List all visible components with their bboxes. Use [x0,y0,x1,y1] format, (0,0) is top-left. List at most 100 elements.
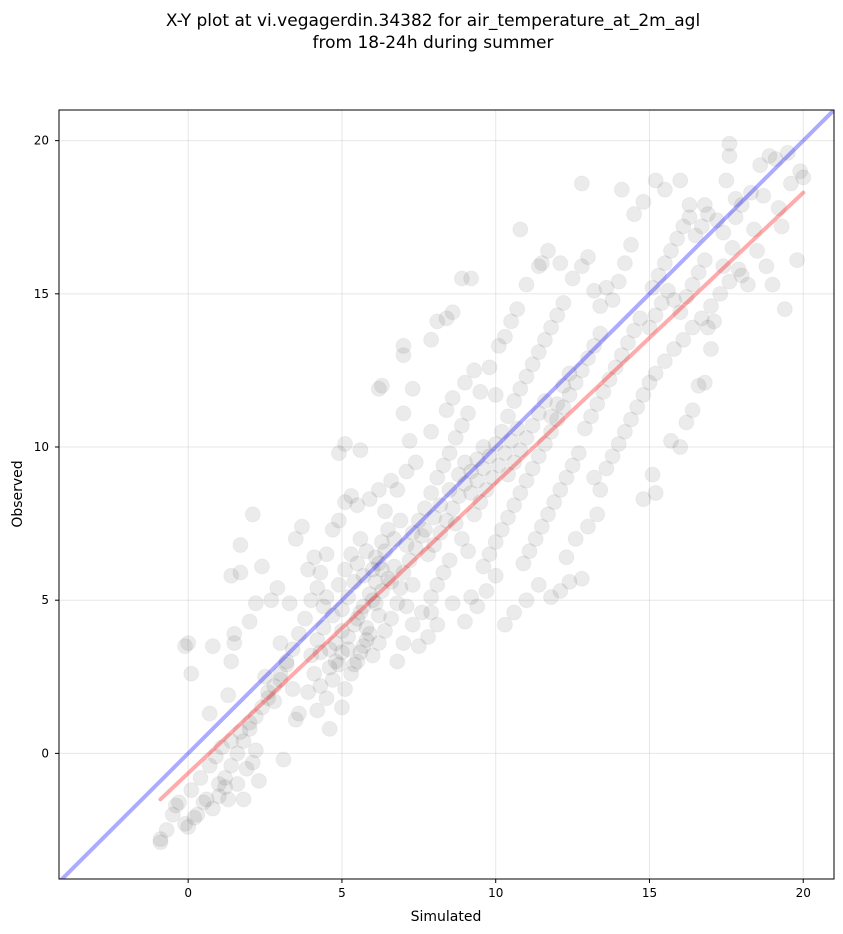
data-point-86 [312,677,329,694]
data-point-119 [420,546,437,563]
data-point-175 [456,374,473,391]
data-point-222 [543,589,560,606]
data-point-200 [475,558,492,575]
data-point-36 [223,653,240,670]
data-point-398 [426,509,443,526]
data-point-403 [463,484,480,501]
data-point-283 [586,282,603,299]
data-point-256 [573,362,590,379]
data-point-126 [352,530,369,547]
data-point-132 [410,638,427,655]
data-point-427 [361,586,378,603]
data-point-87 [318,690,335,707]
data-point-352 [749,242,766,259]
data-point-77 [383,472,400,489]
data-point-107 [392,579,409,596]
data-point-362 [770,200,787,217]
data-point-286 [604,291,621,308]
data-point-11 [204,800,221,817]
data-point-115 [395,564,412,581]
data-point-62 [300,561,317,578]
data-point-354 [764,276,781,293]
data-point-69 [343,488,360,505]
x-tick-label-1: 5 [338,886,346,900]
data-point-423 [337,561,354,578]
data-point-167 [460,405,477,422]
data-point-129 [333,601,350,618]
data-point-334 [684,319,701,336]
data-point-372 [309,579,326,596]
data-point-27 [232,723,249,740]
data-point-320 [644,466,661,483]
data-point-399 [432,497,449,514]
data-point-165 [447,429,464,446]
data-point-361 [755,187,772,204]
data-point-6 [180,818,197,835]
data-point-367 [699,319,716,336]
data-point-386 [217,769,234,786]
data-point-221 [530,576,547,593]
y-tick-label-2: 10 [34,440,49,454]
data-point-439 [370,635,387,652]
data-points [152,135,812,851]
data-point-201 [481,546,498,563]
data-point-381 [247,708,264,725]
data-point-359 [795,169,812,186]
data-point-203 [493,521,510,538]
data-point-383 [235,733,252,750]
data-point-356 [782,175,799,192]
data-point-12 [210,788,227,805]
data-point-333 [675,331,692,348]
data-point-25 [213,739,230,756]
data-point-267 [619,334,636,351]
data-point-316 [678,288,695,305]
data-point-8 [189,806,206,823]
x-tick-label-0: 0 [184,886,192,900]
data-point-13 [217,779,234,796]
data-point-341 [715,224,732,241]
data-point-371 [303,592,320,609]
data-point-418 [555,377,572,394]
data-point-210 [515,555,532,572]
data-point-198 [496,616,513,633]
data-point-142 [438,512,455,529]
data-point-206 [512,484,529,501]
data-point-360 [776,301,793,318]
data-point-321 [647,484,664,501]
data-point-296 [672,172,689,189]
data-point-266 [613,347,630,364]
data-point-9 [195,794,212,811]
data-point-384 [229,745,246,762]
data-point-178 [481,359,498,376]
data-point-134 [404,616,421,633]
data-point-102 [309,702,326,719]
data-point-378 [266,677,283,694]
regression-line [158,190,806,802]
data-point-247 [552,255,569,272]
data-point-18 [244,754,261,771]
data-point-57 [290,705,307,722]
data-point-373 [315,598,332,615]
data-point-255 [567,374,584,391]
data-point-236 [536,331,553,348]
data-point-83 [321,641,338,658]
data-point-10 [198,791,215,808]
data-point-314 [666,291,683,308]
data-point-199 [506,604,523,621]
data-point-183 [395,337,412,354]
data-point-43 [253,558,270,575]
data-point-348 [761,147,778,164]
data-point-394 [398,537,415,554]
data-point-145 [456,475,473,492]
data-point-56 [287,711,304,728]
data-point-65 [318,546,335,563]
data-point-19 [250,772,267,789]
data-point-244 [518,276,535,293]
data-point-101 [333,699,350,716]
data-point-412 [518,429,535,446]
data-point-116 [401,552,418,569]
data-point-32 [204,638,221,655]
data-point-82 [315,619,332,636]
x-tick-label-4: 20 [796,886,811,900]
data-point-41 [232,537,249,554]
